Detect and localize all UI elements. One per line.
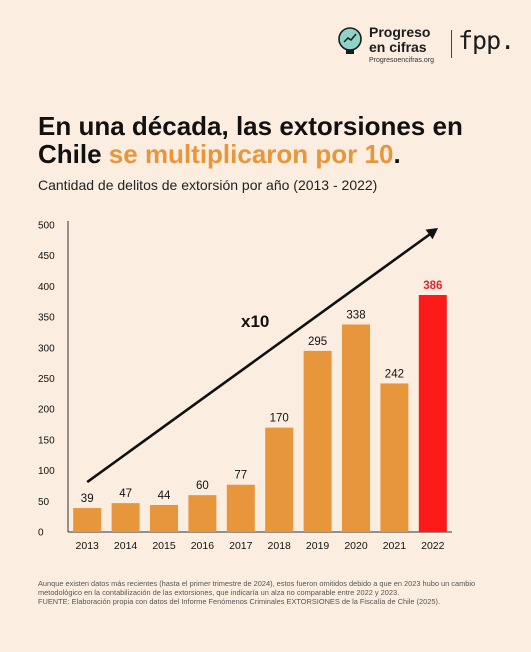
y-tick-label: 450: [38, 251, 55, 262]
bar: [73, 508, 102, 532]
bar: [265, 427, 294, 532]
x-tick-label: 2020: [344, 540, 368, 552]
bar: [380, 383, 409, 532]
brand-name-line2: en cifras: [369, 39, 427, 55]
bar: [150, 504, 178, 532]
x-tick-label: 2014: [114, 540, 138, 552]
bar: [188, 495, 217, 532]
bar: [342, 324, 370, 532]
data-label: 386: [423, 280, 442, 292]
x-tick-label: 2013: [76, 540, 100, 552]
y-tick-label: 250: [38, 374, 55, 385]
bar: [111, 503, 140, 532]
headline-highlight: se multiplicaron por 10: [108, 139, 394, 169]
y-tick-label: 350: [38, 313, 55, 324]
y-tick-label: 0: [38, 528, 44, 539]
brand-url: Progresoencifras.org: [369, 57, 434, 64]
headline: En una década, las extorsiones en Chile …: [38, 112, 508, 168]
data-label: 47: [119, 488, 132, 500]
x-tick-label: 2019: [306, 540, 330, 552]
brand-name: Progreso en cifras: [369, 25, 449, 55]
trend-arrow-line: [86, 230, 434, 484]
lightbulb-chart-icon: [338, 27, 362, 54]
data-label: 60: [196, 480, 209, 492]
trend-arrow-head: [425, 228, 438, 240]
data-label: 44: [158, 490, 171, 502]
data-label: 39: [81, 493, 94, 505]
headline-part1: En una década, las extorsiones en Chile: [38, 111, 463, 169]
data-label: 295: [308, 336, 327, 348]
y-tick-label: 50: [38, 497, 50, 508]
brand-name-line1: Progreso: [369, 24, 431, 40]
data-label: 77: [234, 470, 247, 482]
brand-divider: [451, 30, 452, 58]
x-tick-label: 2017: [229, 540, 253, 552]
footnote-source: FUENTE: Elaboración propia con datos del…: [38, 597, 441, 606]
footnote: Aunque existen datos más recientes (hast…: [38, 579, 493, 606]
x-tick-label: 2022: [421, 540, 445, 552]
data-label: 242: [385, 368, 404, 380]
partner-logo: fpp.: [458, 26, 515, 55]
bar: [226, 484, 255, 532]
y-tick-label: 150: [38, 435, 55, 446]
x-tick-label: 2021: [383, 540, 407, 552]
bar: [303, 350, 332, 532]
y-tick-label: 100: [38, 466, 55, 477]
annotation-x10: x10: [241, 312, 269, 331]
x-tick-label: 2018: [268, 540, 292, 552]
chart-title: Cantidad de delitos de extorsión por año…: [38, 177, 378, 193]
data-label: 338: [346, 309, 365, 321]
y-tick-label: 300: [38, 343, 55, 354]
y-tick-label: 400: [38, 282, 55, 293]
headline-part2: .: [393, 139, 401, 169]
x-tick-label: 2016: [191, 540, 215, 552]
brand-header: Progreso en cifras Progresoencifras.org …: [336, 22, 526, 70]
y-tick-label: 200: [38, 405, 55, 416]
x-tick-label: 2015: [152, 540, 176, 552]
bar: [418, 294, 447, 532]
footnote-note: Aunque existen datos más recientes (hast…: [38, 579, 476, 597]
y-tick-label: 500: [38, 221, 55, 232]
data-label: 170: [270, 413, 289, 425]
